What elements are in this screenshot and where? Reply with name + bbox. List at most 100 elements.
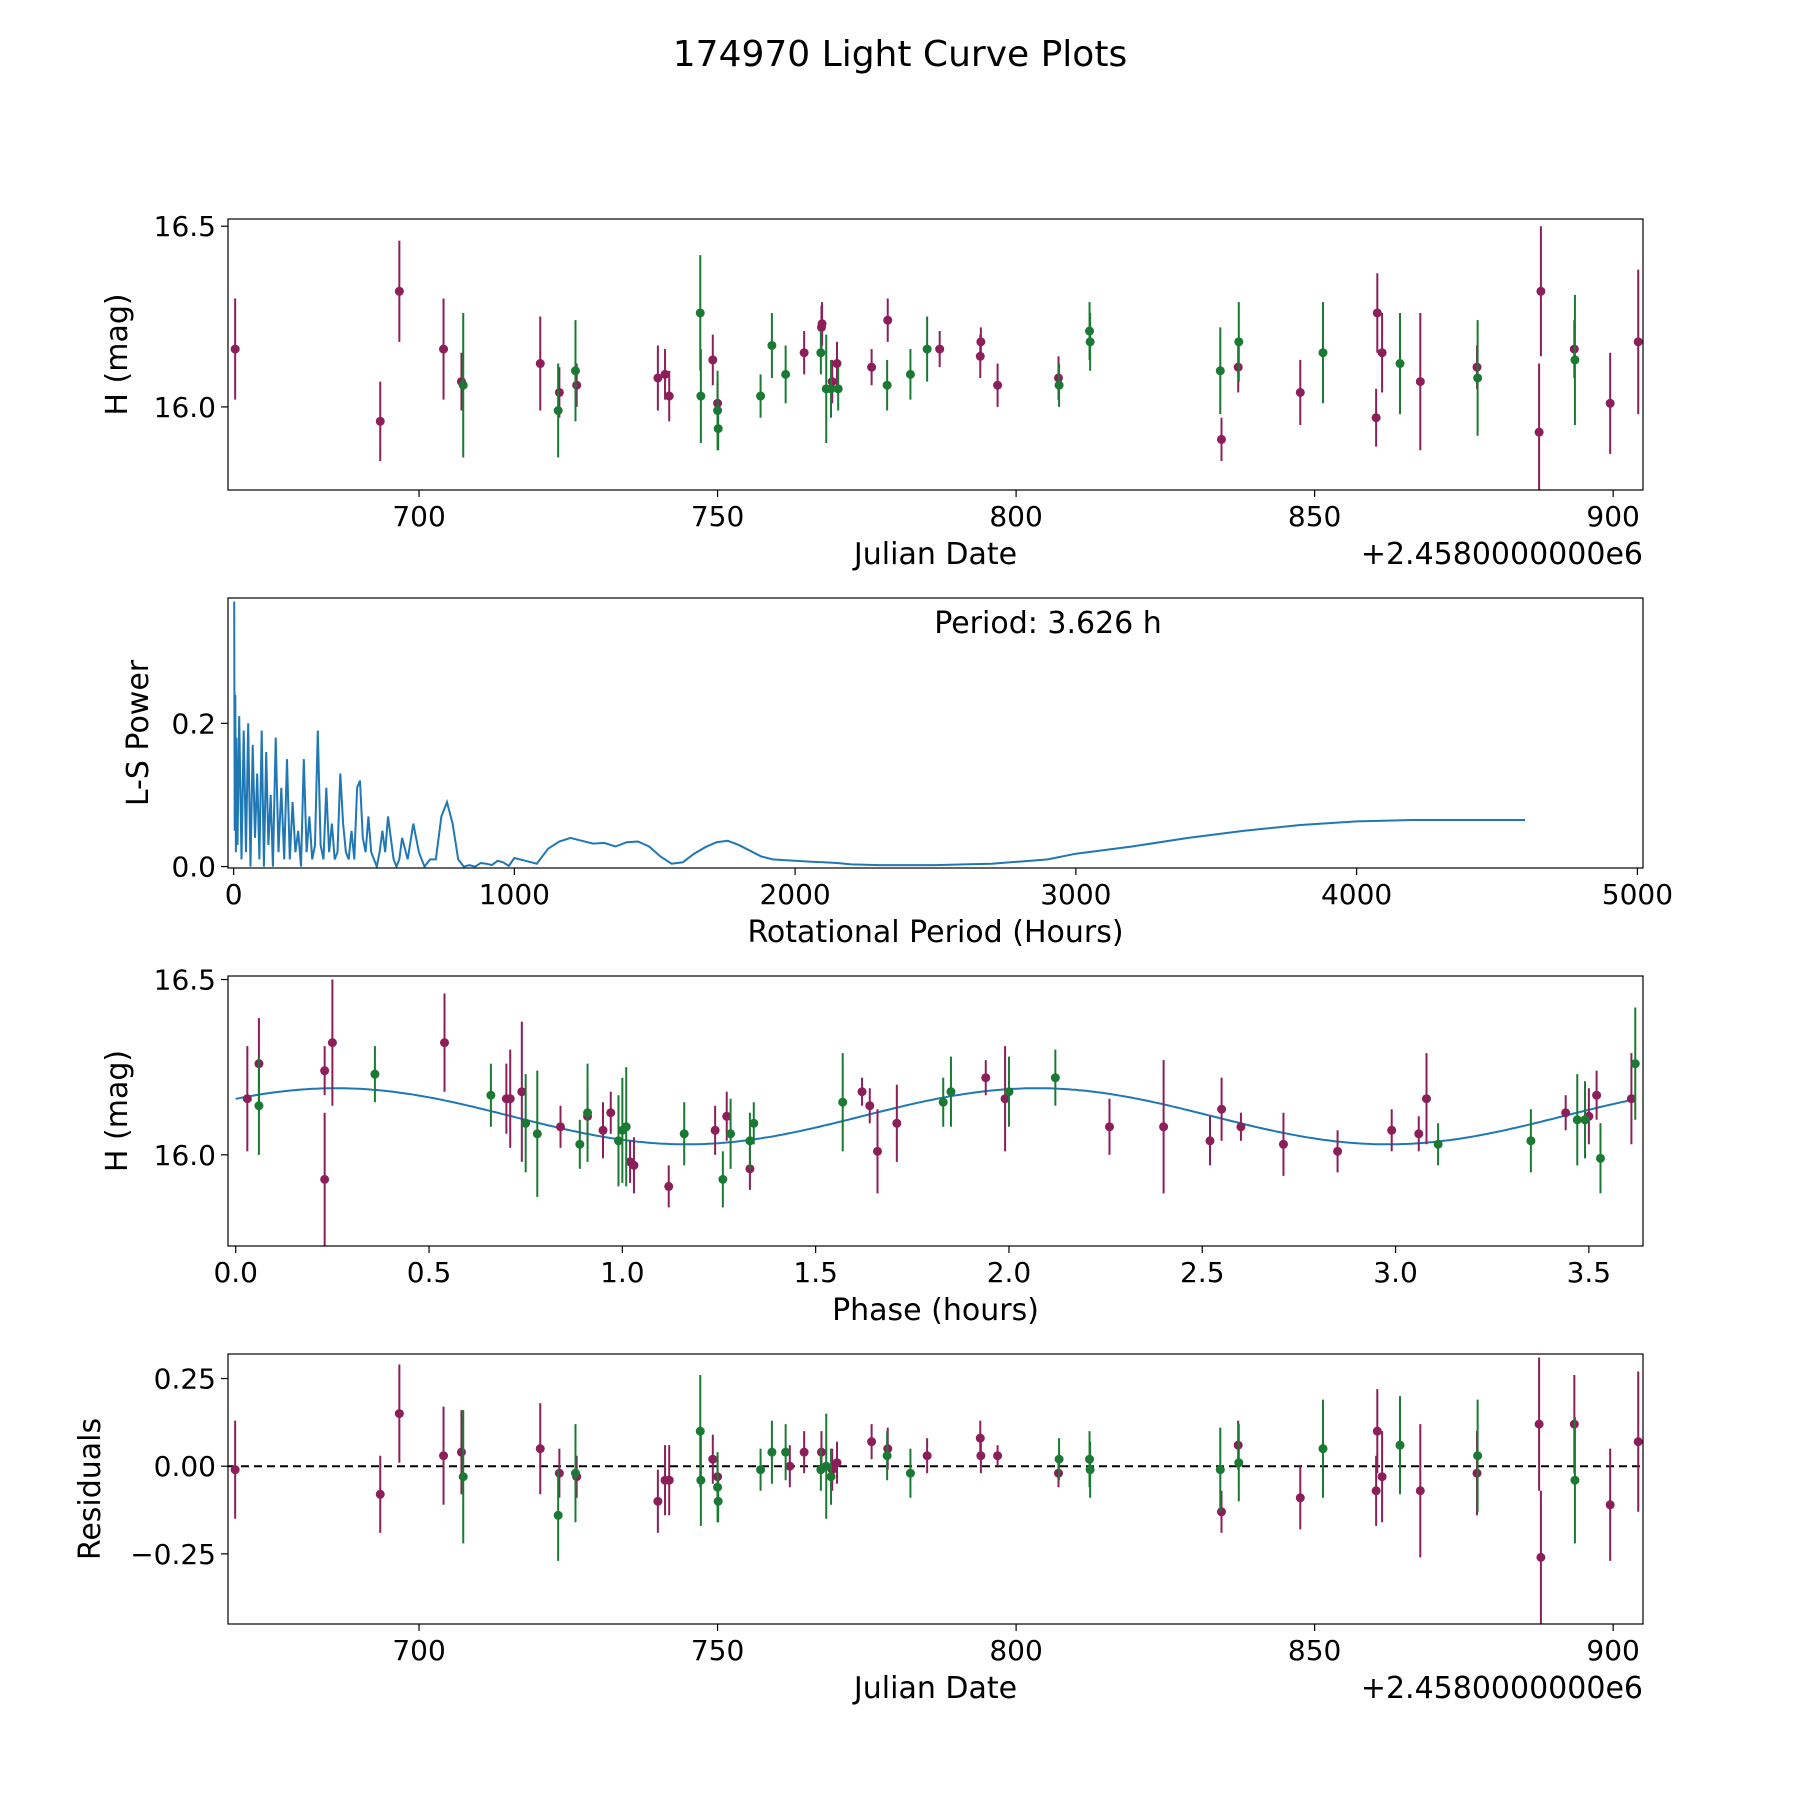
y-tick-label: 16.0	[154, 1139, 216, 1172]
data-point-magenta	[722, 1111, 732, 1121]
data-point-magenta	[660, 369, 670, 379]
data-point-green	[621, 1122, 631, 1132]
data-point-magenta	[1372, 1426, 1382, 1436]
data-point-magenta	[1534, 427, 1544, 437]
data-point-green	[486, 1090, 496, 1100]
data-point-magenta	[1205, 1136, 1215, 1146]
x-tick-label: 2.0	[987, 1256, 1032, 1289]
x-axis-label: Julian Date	[852, 537, 1017, 572]
data-point-green	[718, 1174, 728, 1184]
data-point-magenta	[664, 391, 674, 401]
data-point-magenta	[230, 344, 240, 354]
data-point-magenta	[629, 1160, 639, 1170]
data-point-magenta	[1217, 1104, 1227, 1114]
x-tick-label: 0.0	[213, 1256, 258, 1289]
data-point-magenta	[993, 1451, 1003, 1461]
data-point-magenta	[664, 1181, 674, 1191]
data-point-magenta	[1421, 1094, 1431, 1104]
x-axis-label: Rotational Period (Hours)	[747, 915, 1123, 950]
data-point-green	[575, 1139, 585, 1149]
data-point-magenta	[708, 1454, 718, 1464]
data-point-magenta	[1626, 1094, 1636, 1104]
data-point-green	[838, 1097, 848, 1107]
data-point-magenta	[922, 1451, 932, 1461]
data-point-green	[1433, 1139, 1443, 1149]
data-point-green	[458, 380, 468, 390]
data-point-magenta	[1536, 1552, 1546, 1562]
data-point-magenta	[1415, 377, 1425, 387]
data-point-magenta	[1216, 1507, 1226, 1517]
plot-area	[228, 1357, 1643, 1624]
data-point-magenta	[653, 373, 663, 383]
data-point-magenta	[1377, 1472, 1387, 1482]
data-point-magenta	[1536, 286, 1546, 296]
y-tick-label: 16.5	[154, 964, 216, 997]
y-axis-label: Residuals	[73, 1418, 108, 1560]
data-point-magenta	[873, 1146, 883, 1156]
data-point-green	[756, 1465, 766, 1475]
data-point-magenta	[456, 1447, 466, 1457]
data-point-green	[1085, 337, 1095, 347]
x-tick-label: 1.0	[600, 1256, 645, 1289]
x-tick-label: 800	[989, 500, 1042, 533]
data-point-magenta	[606, 1108, 616, 1118]
y-tick-label: 0.0	[171, 851, 216, 884]
data-point-magenta	[832, 359, 842, 369]
chart-phased: 0.0 0.5 1.0 1.5 2.0 2.5 3.0 3.5 16.0 16.5 Phase (h…	[100, 964, 1644, 1328]
data-point-magenta	[867, 362, 877, 372]
data-point-magenta	[832, 1458, 842, 1468]
data-point-magenta	[440, 1038, 450, 1048]
data-point-magenta	[1414, 1129, 1424, 1139]
data-point-green	[570, 1468, 580, 1478]
y-tick-label: 0.2	[171, 707, 216, 740]
data-point-magenta	[572, 380, 582, 390]
data-point-magenta	[1278, 1139, 1288, 1149]
data-point-magenta	[394, 286, 404, 296]
data-point-magenta	[394, 1409, 404, 1419]
data-point-magenta	[1216, 434, 1226, 444]
chart-lightcurve: 700 750 800 850 900 16.0 16.5 Julian Date H (mag…	[100, 210, 1644, 572]
x-offset-text: +2.4580000000e6	[1361, 1671, 1643, 1706]
x-tick-label: 750	[691, 1634, 744, 1667]
data-point-green	[767, 1447, 777, 1457]
x-axis-label: Julian Date	[852, 1671, 1017, 1706]
x-tick-label: 900	[1586, 1634, 1639, 1667]
data-point-magenta	[320, 1066, 330, 1076]
data-point-magenta	[327, 1038, 337, 1048]
data-point-green	[767, 340, 777, 350]
data-point-magenta	[1371, 413, 1381, 423]
data-point-magenta	[1333, 1146, 1343, 1156]
data-point-magenta	[554, 1468, 564, 1478]
data-point-green	[1473, 1451, 1483, 1461]
data-point-green	[826, 384, 836, 394]
figure-title: 174970 Light Curve Plots	[673, 34, 1127, 75]
y-tick-label: 16.0	[154, 391, 216, 424]
data-point-green	[882, 380, 892, 390]
data-point-green	[1580, 1115, 1590, 1125]
data-point-magenta	[935, 344, 945, 354]
y-tick-label: 0.25	[154, 1363, 216, 1396]
data-point-green	[695, 1426, 705, 1436]
x-tick-label: 850	[1288, 500, 1341, 533]
data-point-magenta	[555, 1122, 565, 1132]
data-point-magenta	[865, 1101, 875, 1111]
data-point-green	[1054, 1454, 1064, 1464]
x-tick-label: 750	[691, 500, 744, 533]
data-point-green	[570, 366, 580, 376]
data-point-magenta	[375, 416, 385, 426]
data-point-magenta	[1372, 308, 1382, 318]
data-point-magenta	[1592, 1090, 1602, 1100]
data-point-magenta	[817, 319, 827, 329]
chart-residuals: 700 750 800 850 900 0.25 0.00 −0.25 Julian Date R…	[73, 1353, 1644, 1706]
data-point-magenta	[1415, 1486, 1425, 1496]
data-point-green	[946, 1087, 956, 1097]
data-point-magenta	[708, 355, 718, 365]
data-point-magenta	[976, 337, 986, 347]
data-point-magenta	[1295, 387, 1305, 397]
x-tick-label: 3000	[1040, 878, 1111, 911]
data-point-green	[1570, 355, 1580, 365]
data-point-green	[1234, 337, 1244, 347]
y-tick-label: 16.5	[154, 210, 216, 243]
data-point-magenta	[1236, 1122, 1246, 1132]
data-point-green	[532, 1129, 542, 1139]
